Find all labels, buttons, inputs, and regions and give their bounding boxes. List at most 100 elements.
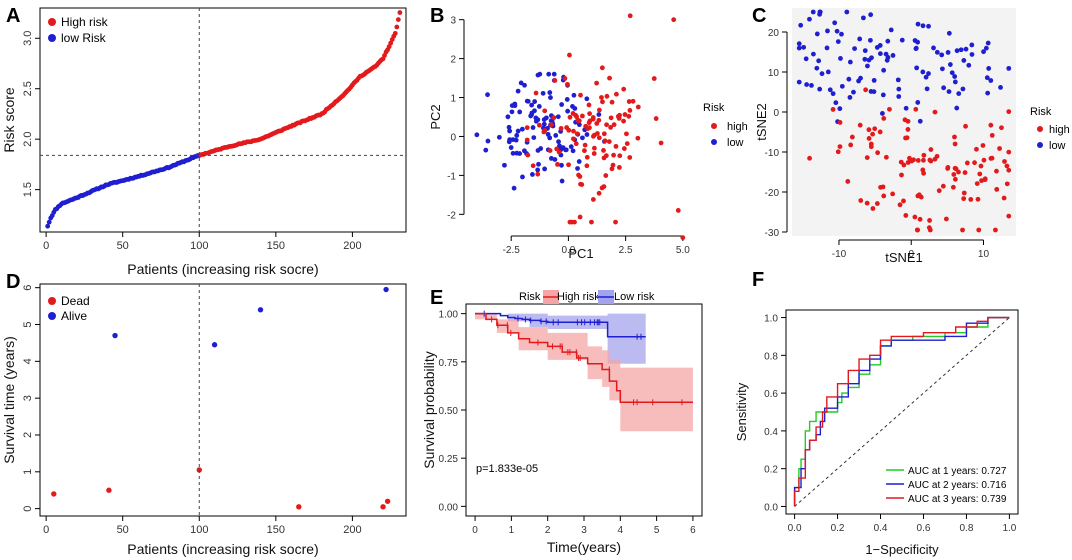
data-point (554, 146, 560, 152)
y-tick-label: 0.6 (764, 389, 778, 400)
data-point (509, 103, 515, 109)
data-point (547, 148, 553, 153)
data-point (915, 157, 921, 163)
data-point (671, 17, 677, 23)
data-point (827, 87, 833, 93)
data-point (988, 78, 994, 83)
data-point (590, 115, 596, 120)
data-point (607, 75, 612, 81)
data-point (485, 92, 490, 98)
data-point (601, 148, 606, 153)
legend: AUC at 1 years: 0.727 AUC at 2 years: 0.7… (886, 466, 1007, 505)
data-point (960, 86, 966, 92)
legend-label-low-risk: low Risk (61, 31, 107, 45)
survival-curve (475, 312, 646, 338)
data-point (945, 166, 951, 171)
data-point (587, 125, 592, 131)
data-point (530, 163, 536, 169)
y-tick-label: -1 (447, 171, 456, 182)
data-point (984, 75, 990, 81)
data-point (577, 174, 583, 179)
data-point (921, 152, 927, 158)
data-point (866, 127, 872, 133)
data-point (960, 227, 965, 233)
y-tick-label: 1.00 (439, 310, 459, 321)
data-point (952, 79, 958, 85)
data-point (602, 138, 608, 144)
data-point (576, 159, 582, 164)
data-point (196, 467, 202, 473)
data-point (864, 155, 870, 160)
data-point (397, 10, 403, 15)
data-point (604, 122, 609, 128)
legend-label-high: high (1049, 124, 1070, 136)
data-point (535, 167, 541, 173)
data-point (877, 129, 883, 135)
data-point (905, 127, 911, 132)
legend-title: Risk (703, 102, 725, 114)
y-tick-label: 0 (450, 132, 456, 143)
data-point (610, 162, 616, 168)
data-point (934, 49, 940, 55)
data-point (112, 332, 118, 339)
data-point (809, 82, 814, 88)
data-point (851, 89, 856, 95)
data-point (555, 114, 561, 120)
data-point (927, 218, 932, 223)
panel-D: 0 50 100 150 200 0 1 2 3 4 5 6 Patients (increasing … (1, 271, 407, 557)
data-point (1006, 213, 1012, 219)
data-point (548, 122, 554, 128)
x-tick-label: 0.6 (917, 523, 931, 534)
data-point (46, 219, 52, 225)
legend-label-dead: Dead (61, 294, 90, 308)
data-point (998, 85, 1003, 90)
data-point (106, 487, 112, 493)
data-point (580, 135, 585, 141)
legend-label-high-risk: High risk (61, 15, 109, 29)
data-point (579, 182, 585, 187)
data-point (871, 77, 877, 83)
data-point (932, 156, 938, 162)
data-point (868, 12, 874, 18)
data-point (939, 52, 945, 58)
x-tick-label: 0 (43, 524, 49, 536)
data-point (613, 143, 619, 149)
data-point (577, 214, 583, 220)
legend-label-low: low (1049, 140, 1066, 152)
x-tick-label: 0.8 (959, 523, 973, 534)
data-point (985, 90, 991, 96)
legend-label: AUC at 1 years: 0.727 (908, 466, 1007, 477)
x-tick-label: 6 (690, 525, 696, 536)
y-tick-label: 3 (22, 395, 34, 401)
data-point (596, 117, 602, 123)
data-point (566, 162, 571, 168)
data-point (542, 166, 548, 172)
data-point (890, 191, 896, 197)
data-point (881, 193, 887, 199)
x-tick-label: 50 (117, 524, 129, 536)
data-point (599, 185, 605, 191)
data-point (956, 169, 961, 175)
data-point (522, 148, 527, 154)
data-point (502, 162, 507, 168)
y-axis-label: Survival probability (421, 351, 437, 469)
legend-label-low-risk: Low risk (614, 291, 655, 303)
data-point (556, 139, 561, 145)
data-point (927, 227, 933, 233)
data-point (1006, 109, 1012, 115)
data-point (993, 227, 998, 233)
x-tick-label: 2.5 (619, 245, 633, 256)
data-point (976, 227, 982, 233)
data-point (846, 76, 852, 82)
data-point (994, 186, 1000, 192)
data-point (582, 148, 587, 154)
data-point (816, 58, 822, 64)
x-tick-label: 100 (190, 524, 208, 536)
data-point (609, 99, 615, 105)
data-point (524, 137, 530, 143)
data-point (997, 146, 1002, 151)
y-tick-label: 20 (768, 28, 780, 39)
data-point (830, 107, 836, 112)
y-tick-label: 0.00 (439, 502, 459, 513)
data-point (832, 20, 838, 26)
